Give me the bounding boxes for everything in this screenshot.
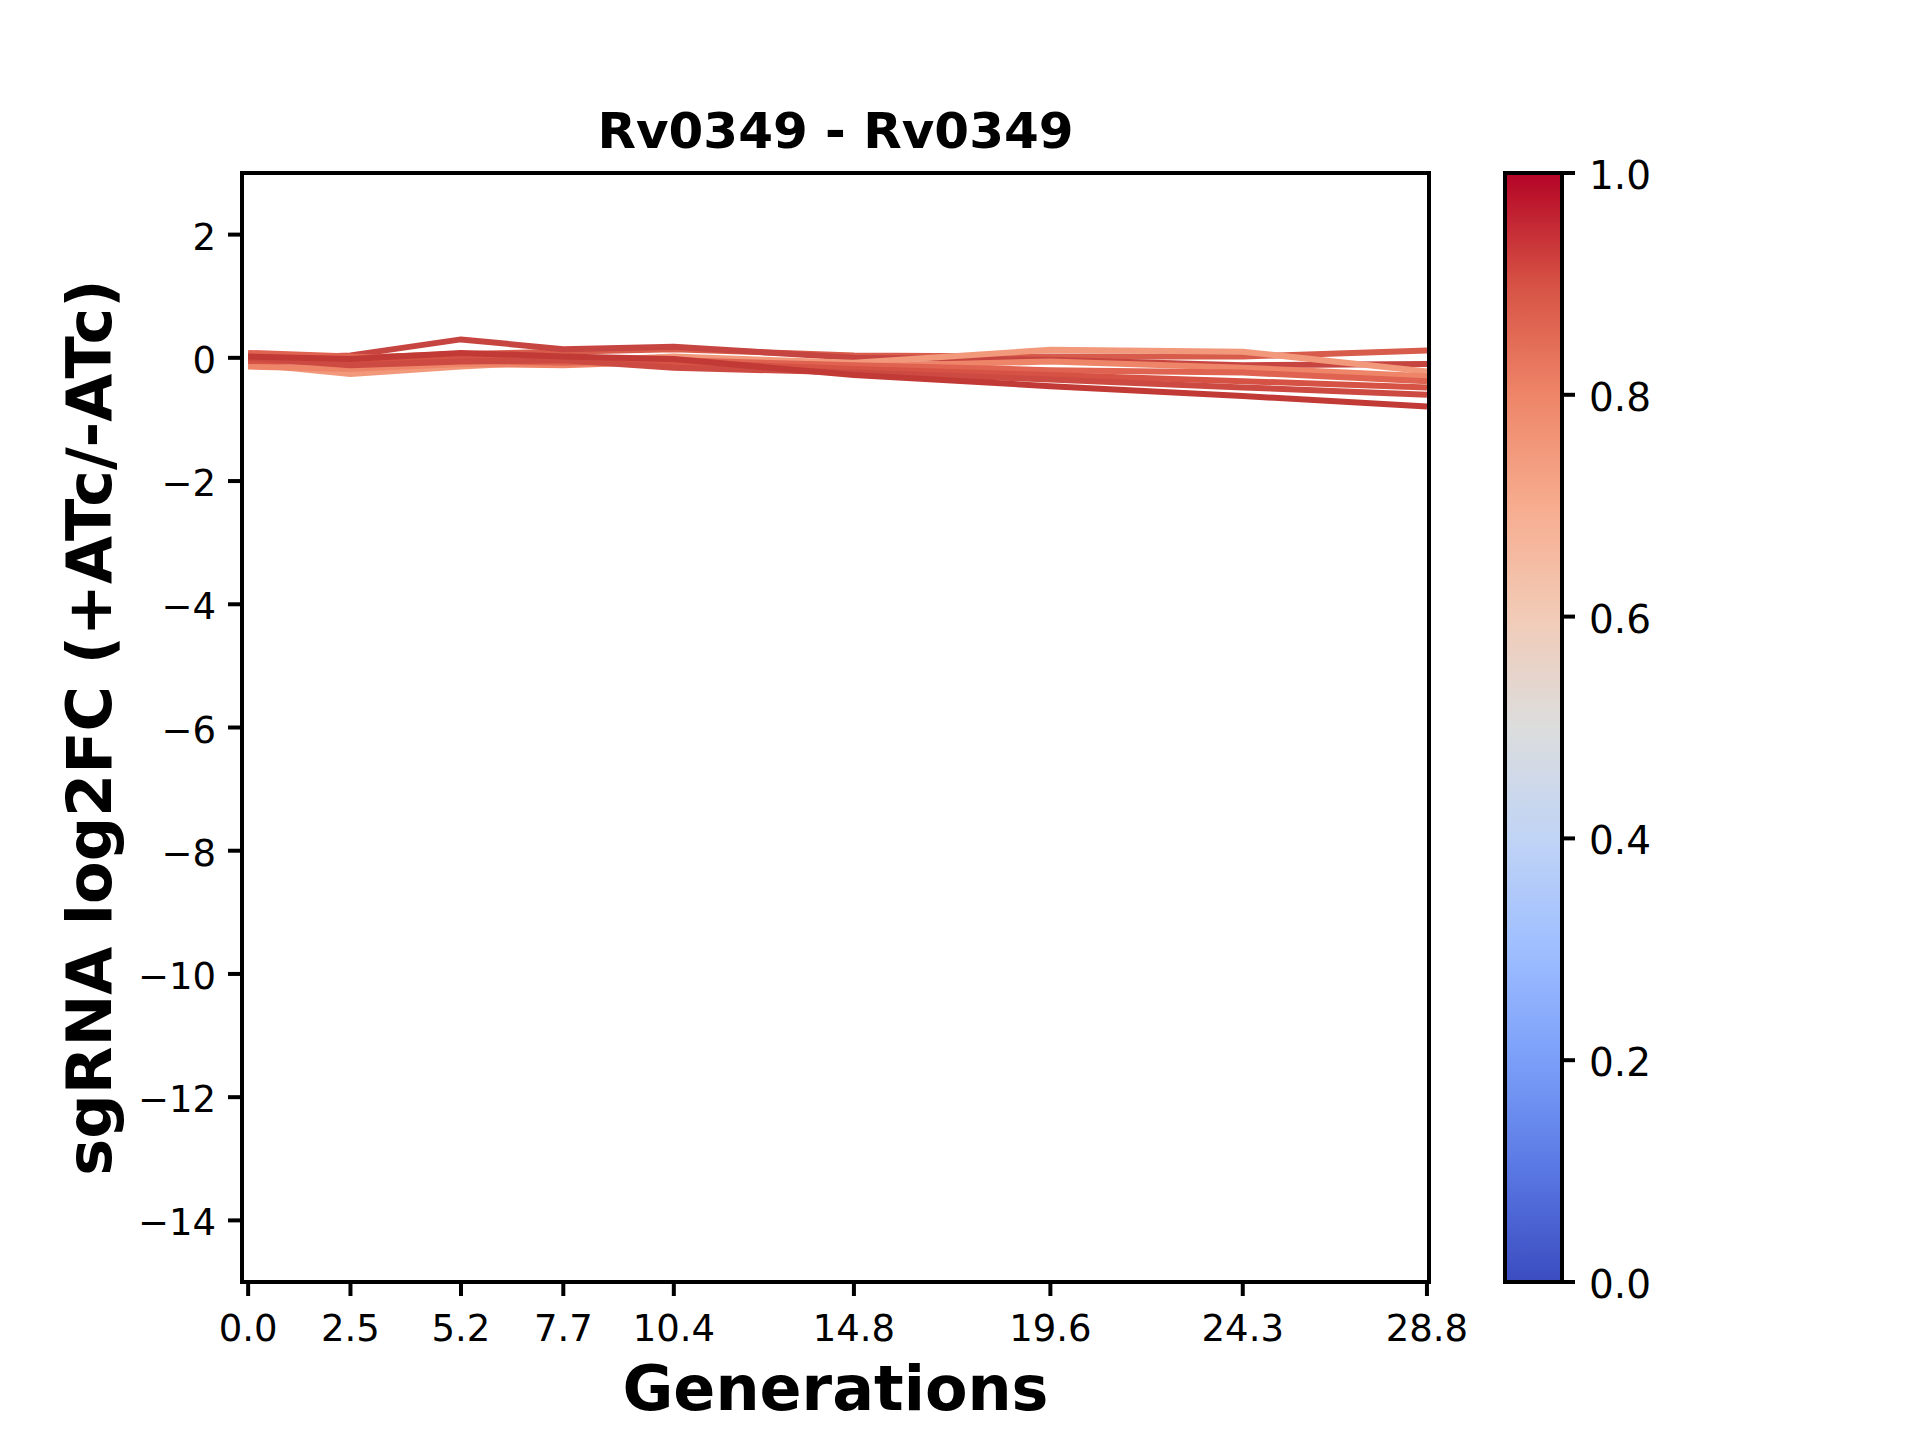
y-axis-label: sgRNA log2FC (+ATc/-ATc) (53, 279, 126, 1175)
x-tick-label: 14.8 (813, 1307, 895, 1350)
y-tick-label: 2 (192, 216, 216, 259)
x-tick-label: 19.6 (1009, 1307, 1091, 1350)
x-tick-label: 7.7 (534, 1307, 593, 1350)
y-tick-label: −4 (161, 585, 216, 628)
colorbar-tick-label: 0.4 (1589, 818, 1651, 863)
x-tick-label: 0.0 (219, 1307, 278, 1350)
colorbar-tick-label: 0.2 (1589, 1040, 1651, 1085)
colorbar-tick-label: 1.0 (1589, 153, 1651, 198)
y-tick-label: −2 (161, 462, 216, 505)
x-tick-label: 10.4 (633, 1307, 715, 1350)
y-tick-label: −14 (138, 1201, 216, 1244)
x-tick-label: 24.3 (1202, 1307, 1284, 1350)
colorbar-tick-label: 0.6 (1589, 597, 1651, 642)
y-tick-label: −6 (161, 709, 216, 752)
colorbar-bar (1505, 173, 1562, 1282)
x-tick-label: 2.5 (321, 1307, 380, 1350)
figure: 0.0 2.5 5.2 7.7 10.4 14.8 19.6 24.3 28.8 2 0 −2 −4 −6… (0, 0, 1920, 1440)
figure-background (0, 0, 1920, 1440)
y-tick-label: −12 (138, 1078, 216, 1121)
colorbar-tick-label: 0.0 (1589, 1262, 1651, 1307)
x-axis-label: Generations (622, 1352, 1048, 1425)
colorbar-tick-label: 0.8 (1589, 375, 1651, 420)
chart-title: Rv0349 - Rv0349 (597, 102, 1073, 160)
x-tick-label: 28.8 (1386, 1307, 1468, 1350)
y-tick-label: −10 (138, 955, 216, 998)
x-tick-label: 5.2 (432, 1307, 491, 1350)
y-tick-label: −8 (161, 832, 216, 875)
y-tick-label: 0 (192, 339, 216, 382)
